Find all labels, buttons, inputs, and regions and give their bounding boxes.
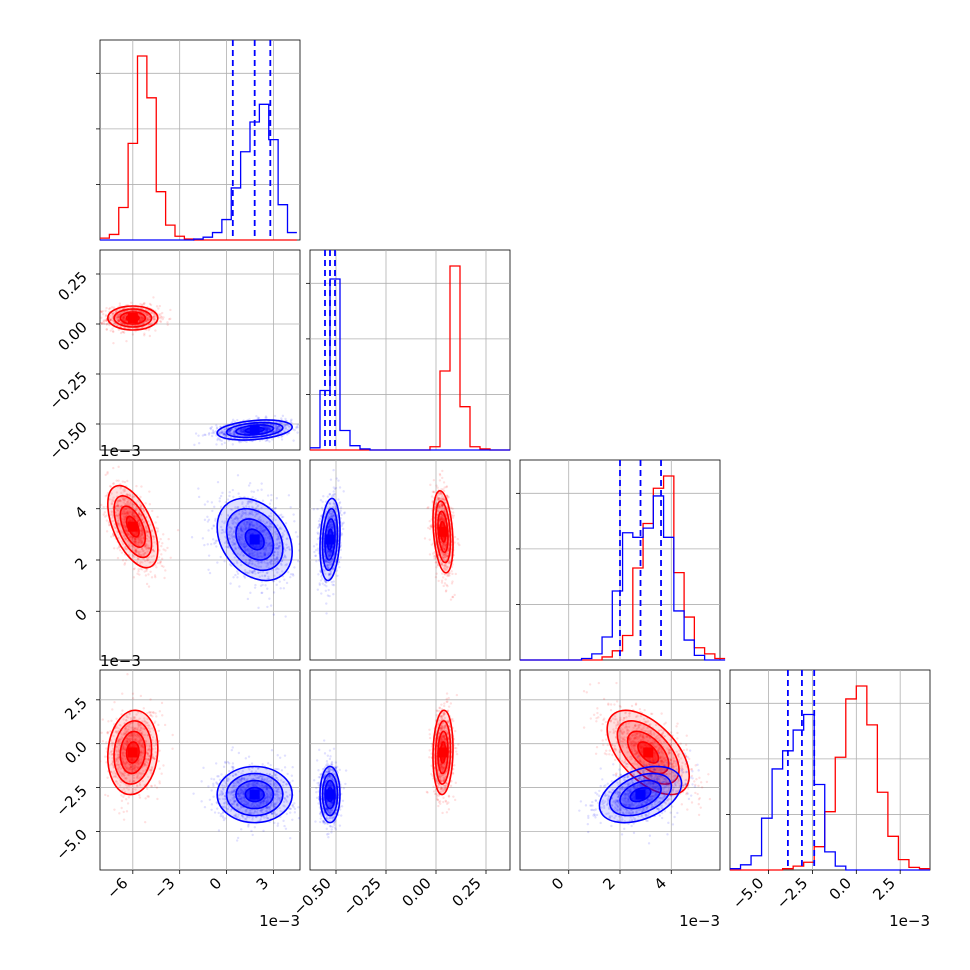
x-tick-label: −6	[103, 874, 131, 902]
x-tick-label: −5.0	[729, 874, 767, 912]
peak-blue	[325, 534, 335, 545]
panel-frame	[99, 249, 301, 451]
peak-red	[127, 747, 138, 758]
scatter-area	[100, 673, 300, 842]
peak-red	[643, 747, 654, 758]
y-tick-label: 4	[71, 503, 90, 522]
scatter-area	[312, 468, 461, 615]
panel-frame	[309, 669, 511, 871]
peak-blue	[249, 534, 260, 545]
x-tick-label: 3	[253, 874, 272, 893]
x-tick-label: −0.25	[340, 874, 385, 919]
peak-red	[438, 526, 448, 537]
y-tick-label: 0	[71, 605, 90, 624]
x-tick-label: 2	[599, 874, 618, 893]
diag-panel-2	[306, 249, 511, 451]
x-tick-label: −3	[150, 874, 178, 902]
x-offset-label: 1e−3	[259, 912, 300, 930]
peak-blue	[635, 789, 646, 800]
pair-panel-1-4	[99, 669, 301, 871]
x-offset-label: 1e−3	[679, 912, 720, 930]
peak-red	[438, 747, 448, 758]
peak-red	[127, 521, 138, 532]
y-tick-label: −5.0	[52, 826, 90, 864]
x-tick-label: 0.00	[398, 874, 434, 910]
pair-panel-3-4	[519, 669, 721, 871]
peak-blue	[249, 789, 260, 800]
peak-blue	[325, 789, 335, 800]
x-tick-label: 4	[651, 874, 670, 893]
diag-panel-4	[726, 669, 931, 871]
y-tick-label: 0.0	[61, 738, 91, 768]
y-tick-label: −0.50	[46, 418, 91, 463]
diag-panel-3	[516, 459, 726, 661]
peak-blue	[249, 425, 260, 435]
histogram-red	[730, 685, 930, 871]
y-tick-label: 0.25	[54, 268, 90, 304]
scatter-area	[578, 681, 712, 845]
y-tick-label: 2	[71, 554, 90, 573]
y-tick-label: −2.5	[52, 782, 90, 820]
scatter-area	[100, 465, 300, 618]
y-tick-label: −0.25	[46, 368, 91, 413]
y-tick-label: 2.5	[61, 694, 91, 724]
x-tick-label: 0.25	[448, 874, 484, 910]
x-tick-label: −2.5	[773, 874, 811, 912]
pair-panel-1-2	[99, 249, 301, 451]
x-offset-label: 1e−3	[889, 912, 930, 930]
y-offset-label: 1e−3	[100, 652, 141, 670]
y-offset-label: 1e−3	[100, 442, 141, 460]
scatter-area	[312, 692, 460, 839]
histogram-red	[310, 265, 510, 451]
pair-panel-2-3	[309, 459, 511, 661]
histogram-blue	[520, 495, 726, 661]
histogram-red	[100, 55, 297, 241]
pair-panel-2-4	[309, 669, 511, 871]
histogram-blue	[310, 278, 510, 451]
histogram-blue	[100, 103, 297, 241]
x-tick-label: 0	[206, 874, 225, 893]
x-tick-label: −0.50	[290, 874, 335, 919]
y-tick-label: 0.00	[54, 318, 90, 354]
x-tick-label: 0.0	[826, 874, 856, 904]
pair-panel-1-3	[99, 459, 301, 661]
panel-frame	[99, 669, 301, 871]
diag-panel-1	[96, 39, 301, 241]
x-tick-label: 2.5	[869, 874, 899, 904]
scatter-area	[100, 296, 300, 447]
peak-red	[127, 313, 138, 323]
x-tick-label: 0	[548, 874, 567, 893]
